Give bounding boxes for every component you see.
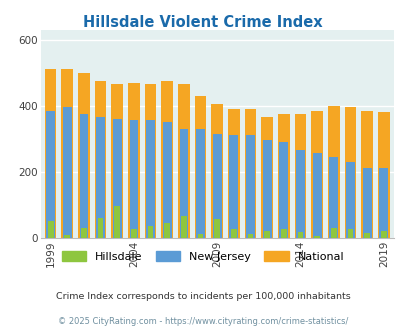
Bar [377, 112, 389, 238]
Bar [178, 84, 189, 238]
Bar [228, 109, 239, 238]
Bar [229, 135, 238, 238]
Bar [313, 236, 319, 238]
Bar [295, 150, 304, 238]
Bar [129, 120, 138, 238]
Bar [264, 231, 269, 238]
Bar [362, 168, 371, 238]
Bar [279, 142, 288, 238]
Bar [196, 129, 205, 238]
Bar [245, 135, 254, 238]
Bar [94, 81, 106, 238]
Bar [61, 69, 73, 238]
Bar [230, 229, 236, 238]
Bar [327, 106, 339, 238]
Bar [328, 157, 337, 238]
Bar [45, 69, 56, 238]
Bar [344, 107, 356, 238]
Bar [63, 107, 71, 238]
Bar [330, 228, 336, 238]
Bar [311, 111, 322, 238]
Bar [197, 234, 203, 238]
Bar [181, 216, 186, 238]
Bar [379, 168, 387, 238]
Bar [244, 109, 256, 238]
Bar [78, 73, 90, 238]
Bar [131, 229, 136, 238]
Bar [247, 234, 253, 238]
Bar [144, 84, 156, 238]
Bar [211, 104, 222, 238]
Bar [96, 117, 105, 238]
Bar [64, 235, 70, 238]
Text: Crime Index corresponds to incidents per 100,000 inhabitants: Crime Index corresponds to incidents per… [55, 292, 350, 301]
Bar [294, 114, 306, 238]
Bar [262, 140, 271, 238]
Bar [347, 229, 352, 238]
Bar [179, 129, 188, 238]
Bar [212, 134, 221, 238]
Bar [113, 119, 121, 238]
Bar [146, 120, 155, 238]
Bar [164, 223, 170, 238]
Bar [214, 219, 220, 238]
Legend: Hillsdale, New Jersey, National: Hillsdale, New Jersey, National [62, 251, 343, 262]
Bar [128, 82, 139, 238]
Text: © 2025 CityRating.com - https://www.cityrating.com/crime-statistics/: © 2025 CityRating.com - https://www.city… [58, 317, 347, 326]
Text: Hillsdale Violent Crime Index: Hillsdale Violent Crime Index [83, 15, 322, 30]
Bar [345, 162, 354, 238]
Bar [111, 84, 123, 238]
Bar [114, 206, 120, 238]
Bar [261, 117, 272, 238]
Bar [161, 81, 173, 238]
Bar [46, 111, 55, 238]
Bar [277, 114, 289, 238]
Bar [194, 96, 206, 238]
Bar [162, 122, 171, 238]
Bar [280, 229, 286, 238]
Bar [312, 153, 321, 238]
Bar [363, 233, 369, 238]
Bar [147, 226, 153, 238]
Bar [380, 231, 386, 238]
Bar [98, 218, 103, 238]
Bar [297, 232, 303, 238]
Bar [47, 221, 53, 238]
Bar [360, 111, 372, 238]
Bar [79, 114, 88, 238]
Bar [81, 228, 87, 238]
